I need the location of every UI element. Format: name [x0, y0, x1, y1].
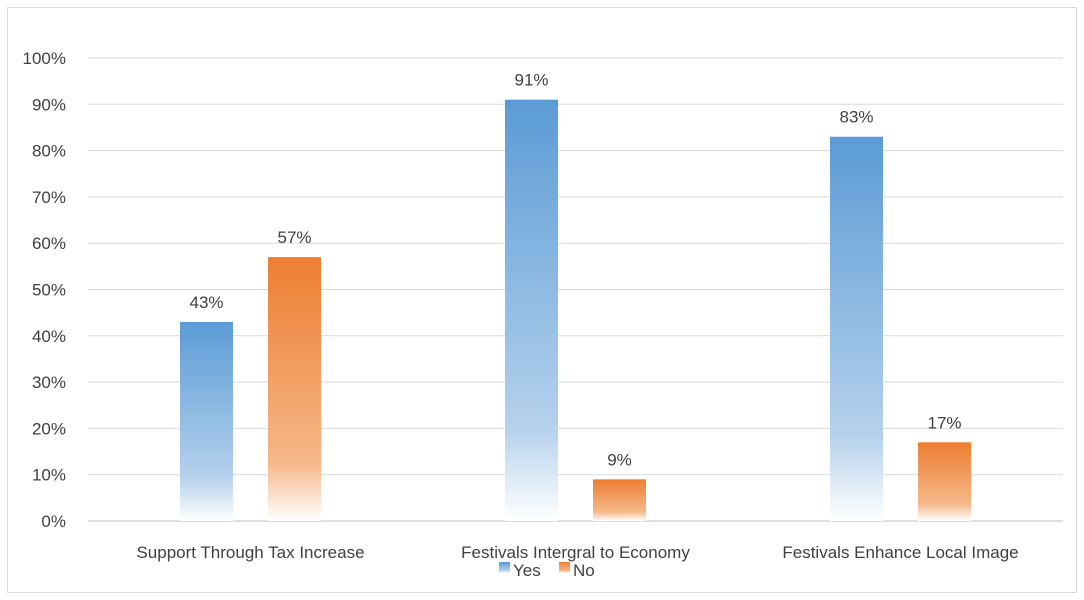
x-axis-ticks: Support Through Tax Increase Festivals In… [136, 543, 1018, 562]
legend-label-yes: Yes [513, 561, 541, 580]
legend-label-no: No [573, 561, 595, 580]
y-axis-ticks: 0% 10% 20% 30% 40% 50% 60% 70% 80% 90% 100% [23, 49, 66, 531]
data-label-yes: 43% [189, 293, 223, 312]
bar-yes [830, 136, 883, 521]
legend: Yes No [499, 561, 595, 580]
data-label-yes: 91% [514, 71, 548, 90]
bars [180, 99, 971, 522]
bar-yes [180, 321, 233, 521]
x-tick-label: Festivals Intergral to Economy [461, 543, 690, 562]
y-tick-label: 30% [32, 373, 66, 392]
legend-swatch-yes [499, 562, 510, 573]
y-tick-label: 60% [32, 234, 66, 253]
x-tick-label: Festivals Enhance Local Image [782, 543, 1018, 562]
legend-swatch-no [559, 562, 570, 573]
y-tick-label: 10% [32, 466, 66, 485]
data-label-no: 17% [927, 413, 961, 432]
bar-no [268, 257, 321, 521]
y-tick-label: 40% [32, 327, 66, 346]
data-label-no: 9% [607, 450, 632, 469]
y-tick-label: 80% [32, 142, 66, 161]
bar-yes [505, 99, 558, 522]
bar-no [918, 442, 971, 521]
gridlines [88, 57, 1063, 522]
data-labels: 43% 57% 91% 9% 83% 17% [189, 71, 961, 470]
y-tick-label: 0% [41, 512, 66, 531]
bar-no [593, 479, 646, 521]
y-tick-label: 90% [32, 95, 66, 114]
y-tick-label: 20% [32, 419, 66, 438]
y-tick-label: 70% [32, 188, 66, 207]
x-tick-label: Support Through Tax Increase [136, 543, 364, 562]
data-label-no: 57% [277, 228, 311, 247]
bar-chart: 0% 10% 20% 30% 40% 50% 60% 70% 80% 90% 100% 43% 57%… [23, 49, 1063, 580]
chart-frame: 0% 10% 20% 30% 40% 50% 60% 70% 80% 90% 100% 43% 57%… [7, 7, 1077, 593]
y-tick-label: 50% [32, 281, 66, 300]
data-label-yes: 83% [839, 108, 873, 127]
y-tick-label: 100% [23, 49, 66, 68]
